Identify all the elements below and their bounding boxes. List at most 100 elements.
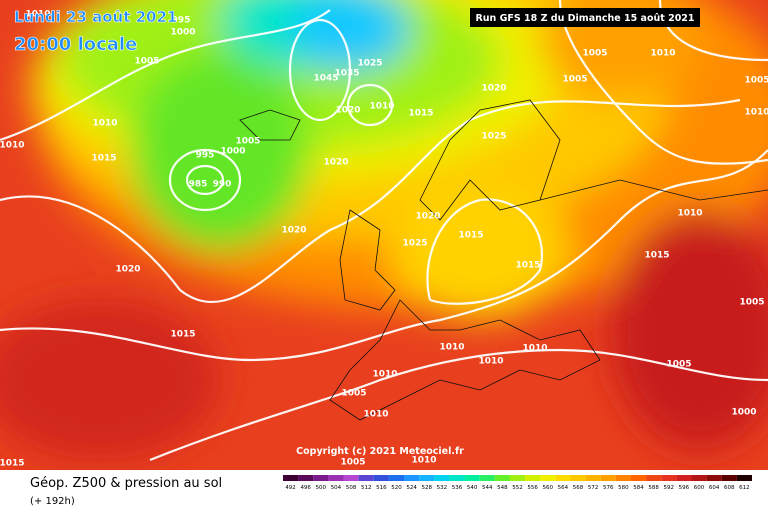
run-box — [470, 8, 700, 27]
isobar-label: 1010 — [439, 343, 464, 353]
isobar-label: 1010 — [677, 209, 702, 219]
isobar-label: 1005 — [744, 76, 768, 86]
legend-label: 612 — [739, 485, 750, 491]
legend-swatch — [676, 475, 692, 481]
legend-swatch — [525, 475, 541, 481]
isobar-label: 1015 — [408, 109, 433, 119]
legend-swatch — [646, 475, 662, 481]
legend-label: 492 — [285, 485, 296, 491]
isobar-label: 1025 — [481, 132, 506, 142]
isobar-label: 1020 — [481, 84, 506, 94]
run-info: Run GFS 18 Z du Dimanche 15 août 2021 — [475, 13, 694, 24]
legend-label: 544 — [482, 485, 493, 491]
isobar-label: 1005 — [340, 458, 365, 468]
legend-label: 560 — [543, 485, 554, 491]
legend-swatch — [388, 475, 405, 481]
field — [0, 0, 768, 470]
isobar-label: 1005 — [134, 57, 159, 67]
legend-label: 604 — [709, 485, 720, 491]
isobar-label: 990 — [213, 180, 232, 190]
isobar-label: 1010 — [363, 410, 388, 420]
isobar-label: 1015 — [170, 330, 195, 340]
legend-label: 504 — [331, 485, 342, 491]
legend-label: 580 — [618, 485, 629, 491]
legend-swatch — [570, 475, 586, 481]
legend-swatch — [661, 475, 677, 481]
legend-swatch — [706, 475, 722, 481]
legend-swatch — [479, 475, 495, 481]
legend-label: 600 — [694, 485, 705, 491]
isobar-label: 1010 — [411, 456, 436, 466]
isobar-label: 1005 — [739, 298, 764, 308]
legend-label: 516 — [376, 485, 387, 491]
isobar-label: 1005 — [582, 49, 607, 59]
legend-label: 528 — [421, 485, 432, 491]
isobar-label: 1005 — [562, 75, 587, 85]
isobar-label: 1010 — [650, 49, 675, 59]
isobar-label: 1010 — [372, 370, 397, 380]
legend-swatch — [419, 475, 435, 481]
isobar-label: 995 — [172, 16, 191, 26]
isobar-label: 1010 — [478, 357, 503, 367]
isobar-label: 995 — [196, 151, 215, 161]
isobar-label: 1010 — [92, 119, 117, 129]
legend-swatch — [343, 475, 359, 481]
isobar-label: 985 — [189, 180, 208, 190]
isobar-label: 1005 — [341, 389, 366, 399]
legend-label: 532 — [437, 485, 448, 491]
legend-label: 524 — [406, 485, 417, 491]
isobar-label: 1010 — [744, 108, 768, 118]
legend-swatch — [585, 475, 601, 481]
legend-swatch — [494, 475, 510, 481]
legend-label: 536 — [452, 485, 463, 491]
isobar-label: 1025 — [357, 59, 382, 69]
legend-label: 552 — [512, 485, 523, 491]
legend-swatch — [600, 475, 616, 481]
legend-label: 572 — [588, 485, 599, 491]
legend-swatch — [615, 475, 631, 481]
isobar-label: 1015 — [458, 231, 483, 241]
legend-swatch — [404, 475, 420, 481]
isobar-label: 1045 — [313, 74, 338, 84]
legend-swatch — [449, 475, 465, 481]
legend-swatch — [736, 475, 752, 481]
legend-swatch — [691, 475, 707, 481]
isobar-label: 1005 — [235, 137, 260, 147]
legend-label: 548 — [497, 485, 508, 491]
isobar-labels: 1010995100010051010101010151005100099598… — [0, 10, 768, 469]
isobar-label: 1020 — [281, 226, 306, 236]
legend-swatch — [721, 475, 737, 481]
legend-swatch — [358, 475, 374, 481]
legend-label: 608 — [724, 485, 735, 491]
isobar-label: 1010 — [25, 10, 50, 20]
legend-swatch — [464, 475, 480, 481]
legend-label: 584 — [633, 485, 644, 491]
copyright: Copyright (c) 2021 Meteociel.fr — [296, 446, 464, 457]
isobar-label: 1010 — [0, 141, 25, 151]
isobar-label: 1015 — [91, 154, 116, 164]
legend-label: 540 — [467, 485, 478, 491]
valid-date: Lundi 23 août 2021 — [14, 8, 177, 26]
legend-swatch — [373, 475, 389, 481]
isobar-label: 1010 — [369, 102, 394, 112]
legend-label: 508 — [346, 485, 357, 491]
footer-lead: (+ 192h) — [30, 496, 75, 507]
isobar-label: 1015 — [644, 251, 669, 261]
legend-swatch — [283, 475, 299, 481]
legend-label: 556 — [527, 485, 538, 491]
legend-label: 564 — [558, 485, 569, 491]
legend-swatch — [328, 475, 344, 481]
legend-swatch — [630, 475, 647, 481]
footer-title: Géop. Z500 & pression au sol — [30, 476, 222, 491]
legend-label: 576 — [603, 485, 614, 491]
legend-swatch — [555, 475, 571, 481]
isobar-label: 1000 — [731, 408, 756, 418]
isobar-label: 1000 — [220, 147, 245, 157]
legend-label: 512 — [361, 485, 372, 491]
legend-label: 596 — [679, 485, 690, 491]
valid-time: 20:00 locale — [14, 34, 137, 55]
legend-label: 500 — [316, 485, 327, 491]
legend-swatch — [509, 475, 526, 481]
legend-label: 496 — [300, 485, 311, 491]
